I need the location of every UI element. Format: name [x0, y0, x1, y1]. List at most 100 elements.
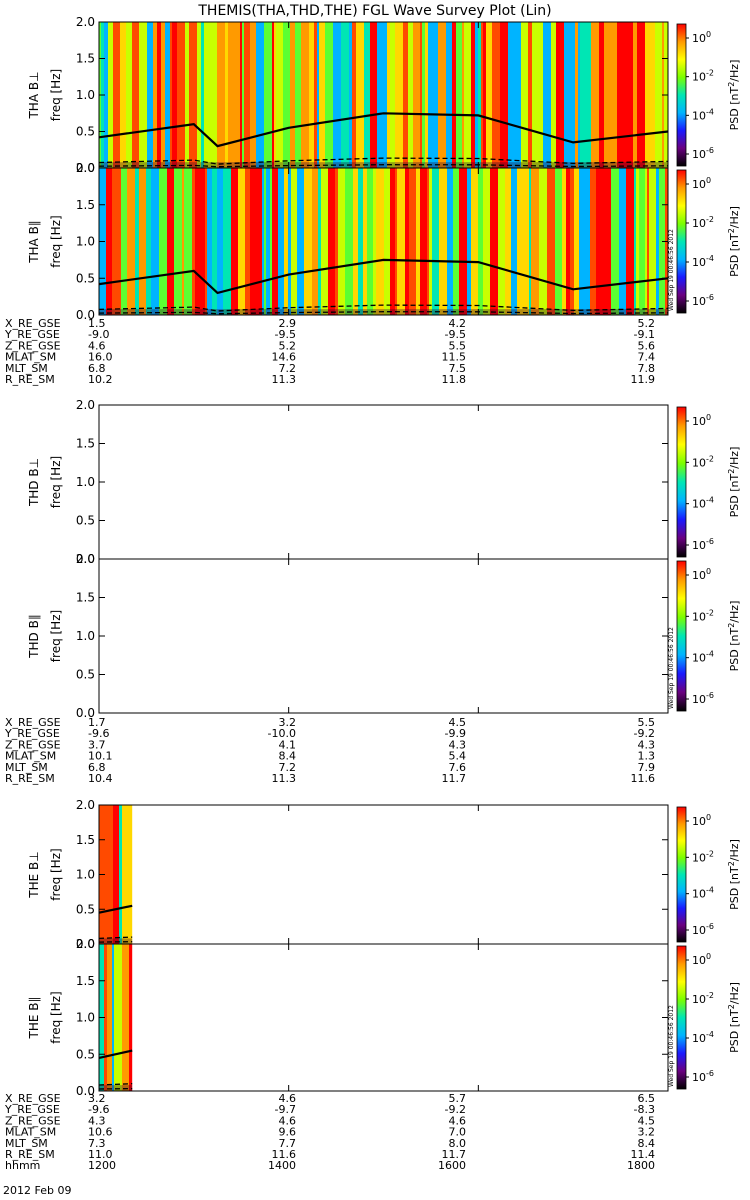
ephemeris-value: 4.5 — [638, 1114, 656, 1127]
spectro-column — [471, 22, 475, 168]
panel-name: THE B⊥ — [27, 851, 41, 898]
spectro-column — [539, 168, 547, 315]
y-tick-label: 1.5 — [76, 591, 95, 605]
spectro-column — [112, 168, 118, 315]
y-axis-label: freq [Hz] — [49, 610, 63, 662]
y-tick-label: 1.0 — [76, 88, 95, 102]
panel-name: THE B∥ — [27, 997, 41, 1040]
spectro-column — [373, 168, 376, 315]
spectro-column — [498, 168, 505, 315]
spectro-column — [278, 168, 281, 315]
spectro-column — [490, 168, 498, 315]
y-tick-label: 1.0 — [76, 868, 95, 882]
colorbar-tick-label: 10-6 — [692, 922, 714, 937]
spectro-column — [446, 22, 452, 168]
spectro-column — [295, 22, 301, 168]
spectro-column — [613, 168, 619, 315]
spectro-column — [217, 22, 225, 168]
spectro-column — [231, 168, 238, 315]
spectro-column — [483, 22, 486, 168]
spectro-column — [556, 22, 564, 168]
spectro-column — [452, 22, 454, 168]
spectro-column — [403, 22, 408, 168]
spectro-column — [104, 944, 107, 1091]
timestamp-stamp: Wed Sep 19 00:46:56 2012 — [668, 229, 675, 311]
ephemeris-value: -9.5 — [275, 328, 296, 341]
ephemeris-value: 3.2 — [88, 1092, 106, 1105]
spectro-column — [387, 22, 390, 168]
spectro-column — [240, 22, 242, 168]
y-axis-label: freq [Hz] — [49, 69, 63, 121]
spectro-column — [356, 22, 364, 168]
spectro-column — [579, 168, 585, 315]
spectro-column — [130, 805, 133, 944]
colorbar-tick-label: 10-2 — [692, 608, 714, 623]
colorbar-tick-label: 10-2 — [692, 215, 714, 230]
spectro-column — [611, 168, 613, 315]
spectro-column — [184, 168, 192, 315]
spectro-column — [617, 22, 625, 168]
ephemeris-value: 3.2 — [638, 1126, 656, 1139]
timestamp-stamp: Wed Sep 19 00:46:56 2012 — [668, 627, 675, 709]
ephemeris-value: 11.4 — [631, 1148, 656, 1161]
spectro-column — [325, 22, 327, 168]
y-tick-label: 2.0 — [76, 798, 95, 812]
ephemeris-value: 4.5 — [449, 716, 467, 729]
panel-thd-b∥: 0.0 0.5 1.0 1.5 2.0 THD B∥ freq [Hz] 100 10-2 10-… — [27, 552, 741, 720]
ephemeris-value: 5.5 — [449, 339, 467, 352]
spectro-column — [639, 168, 645, 315]
date-label: 2012 Feb 09 — [3, 1184, 71, 1197]
spectro-column — [653, 22, 655, 168]
spectro-column — [580, 22, 586, 168]
spectro-column — [486, 22, 492, 168]
panel-tha-b⊥: 0.0 0.5 1.0 1.5 2.0 THA B⊥ freq [Hz] 100 10-2 10-… — [27, 15, 741, 175]
ephemeris-label: Z_RE_GSE — [5, 1114, 61, 1127]
y-tick-label: 1.5 — [76, 52, 95, 66]
fce-dashed-line-low — [98, 311, 669, 315]
spectro-column — [395, 22, 403, 168]
spectro-column — [428, 22, 430, 168]
ephemeris-value: -8.3 — [634, 1103, 655, 1116]
spectro-column — [270, 168, 272, 315]
ephemeris-value: -9.2 — [445, 1103, 466, 1116]
ephemeris-value: 7.2 — [279, 761, 297, 774]
ephemeris-value: -10.0 — [268, 727, 296, 740]
ephemeris-value: -9.6 — [88, 727, 109, 740]
ephemeris-value: 11.3 — [272, 772, 297, 785]
colorbar-tick-label: 100 — [692, 413, 711, 428]
panel-tha-b∥: 0.0 0.5 1.0 1.5 2.0 THA B∥ freq [Hz] 100 10-2 10-… — [27, 161, 741, 322]
spectro-column — [475, 22, 478, 168]
panel-the-b∥: 0.0 0.5 1.0 1.5 2.0 THE B∥ freq [Hz] 100 10-2 10-… — [27, 937, 741, 1098]
spectro-column — [412, 168, 416, 315]
spectro-column — [447, 168, 453, 315]
spectro-column — [645, 168, 647, 315]
spectro-column — [107, 944, 112, 1091]
colorbar-gradient — [676, 945, 687, 1090]
spectro-column — [656, 168, 659, 315]
spectro-column — [104, 22, 108, 168]
panel-name: THA B∥ — [27, 220, 41, 264]
spectro-column — [119, 805, 122, 944]
spectro-column — [647, 168, 649, 315]
colorbar: 100 10-2 10-4 10-6 PSD [nT2/Hz] — [676, 945, 741, 1090]
spectro-column — [598, 168, 605, 315]
spectro-column — [566, 168, 570, 315]
ephemeris-value: 11.8 — [442, 373, 467, 386]
ephemeris-label: MLT_SM — [5, 761, 48, 774]
spectro-column — [390, 22, 395, 168]
spectro-column — [390, 168, 395, 315]
y-tick-label: 2.0 — [76, 398, 95, 412]
spectro-column — [291, 168, 297, 315]
ephemeris-value: 4.3 — [638, 738, 656, 751]
colorbar: 100 10-2 10-4 10-6 PSD [nT2/Hz] — [676, 560, 741, 712]
ephemeris-label: X_RE_GSE — [5, 716, 61, 729]
ephemeris-value: 4.6 — [449, 1114, 467, 1127]
spectro-column — [416, 168, 420, 315]
colorbar-tick-label: 10-4 — [692, 107, 714, 122]
colorbar-tick-label: 10-4 — [692, 650, 714, 665]
spectro-column — [304, 168, 312, 315]
spectro-column — [283, 22, 286, 168]
spectro-column — [505, 168, 511, 315]
colorbar-tick-label: 10-6 — [692, 1069, 714, 1084]
ephemeris-value: 8.4 — [638, 1137, 656, 1150]
